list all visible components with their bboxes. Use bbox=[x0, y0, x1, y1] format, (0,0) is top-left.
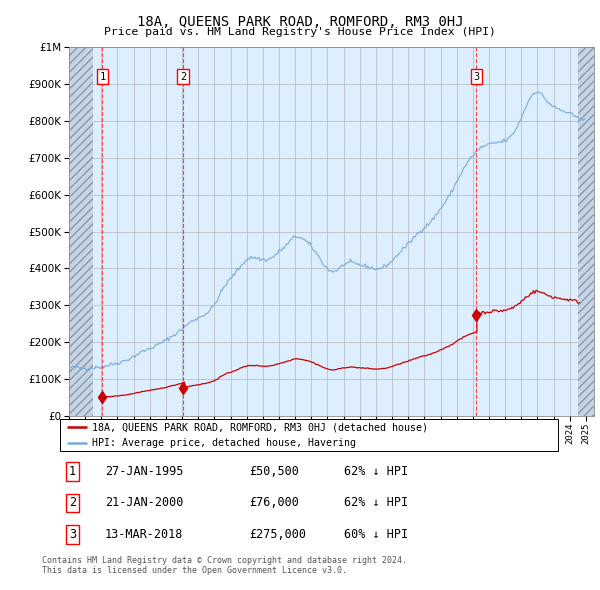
Text: 60% ↓ HPI: 60% ↓ HPI bbox=[344, 527, 408, 540]
Text: 18A, QUEENS PARK ROAD, ROMFORD, RM3 0HJ (detached house): 18A, QUEENS PARK ROAD, ROMFORD, RM3 0HJ … bbox=[92, 422, 428, 432]
Text: 18A, QUEENS PARK ROAD, ROMFORD, RM3 0HJ: 18A, QUEENS PARK ROAD, ROMFORD, RM3 0HJ bbox=[137, 15, 463, 29]
Text: £50,500: £50,500 bbox=[249, 466, 299, 478]
Text: 3: 3 bbox=[69, 527, 76, 540]
Text: 62% ↓ HPI: 62% ↓ HPI bbox=[344, 466, 408, 478]
Text: £76,000: £76,000 bbox=[249, 496, 299, 510]
Text: 3: 3 bbox=[473, 72, 479, 81]
Text: £275,000: £275,000 bbox=[249, 527, 306, 540]
Text: HPI: Average price, detached house, Havering: HPI: Average price, detached house, Have… bbox=[92, 438, 356, 448]
Text: 1: 1 bbox=[100, 72, 106, 81]
Bar bbox=[69, 47, 93, 416]
Text: 13-MAR-2018: 13-MAR-2018 bbox=[105, 527, 183, 540]
Text: 27-JAN-1995: 27-JAN-1995 bbox=[105, 466, 183, 478]
Bar bbox=[578, 47, 594, 416]
Text: Price paid vs. HM Land Registry's House Price Index (HPI): Price paid vs. HM Land Registry's House … bbox=[104, 27, 496, 37]
Text: Contains HM Land Registry data © Crown copyright and database right 2024.
This d: Contains HM Land Registry data © Crown c… bbox=[42, 556, 407, 575]
Text: 21-JAN-2000: 21-JAN-2000 bbox=[105, 496, 183, 510]
Text: 1: 1 bbox=[69, 466, 76, 478]
FancyBboxPatch shape bbox=[60, 419, 558, 451]
Text: 2: 2 bbox=[180, 72, 187, 81]
Text: 2: 2 bbox=[69, 496, 76, 510]
Text: 62% ↓ HPI: 62% ↓ HPI bbox=[344, 496, 408, 510]
